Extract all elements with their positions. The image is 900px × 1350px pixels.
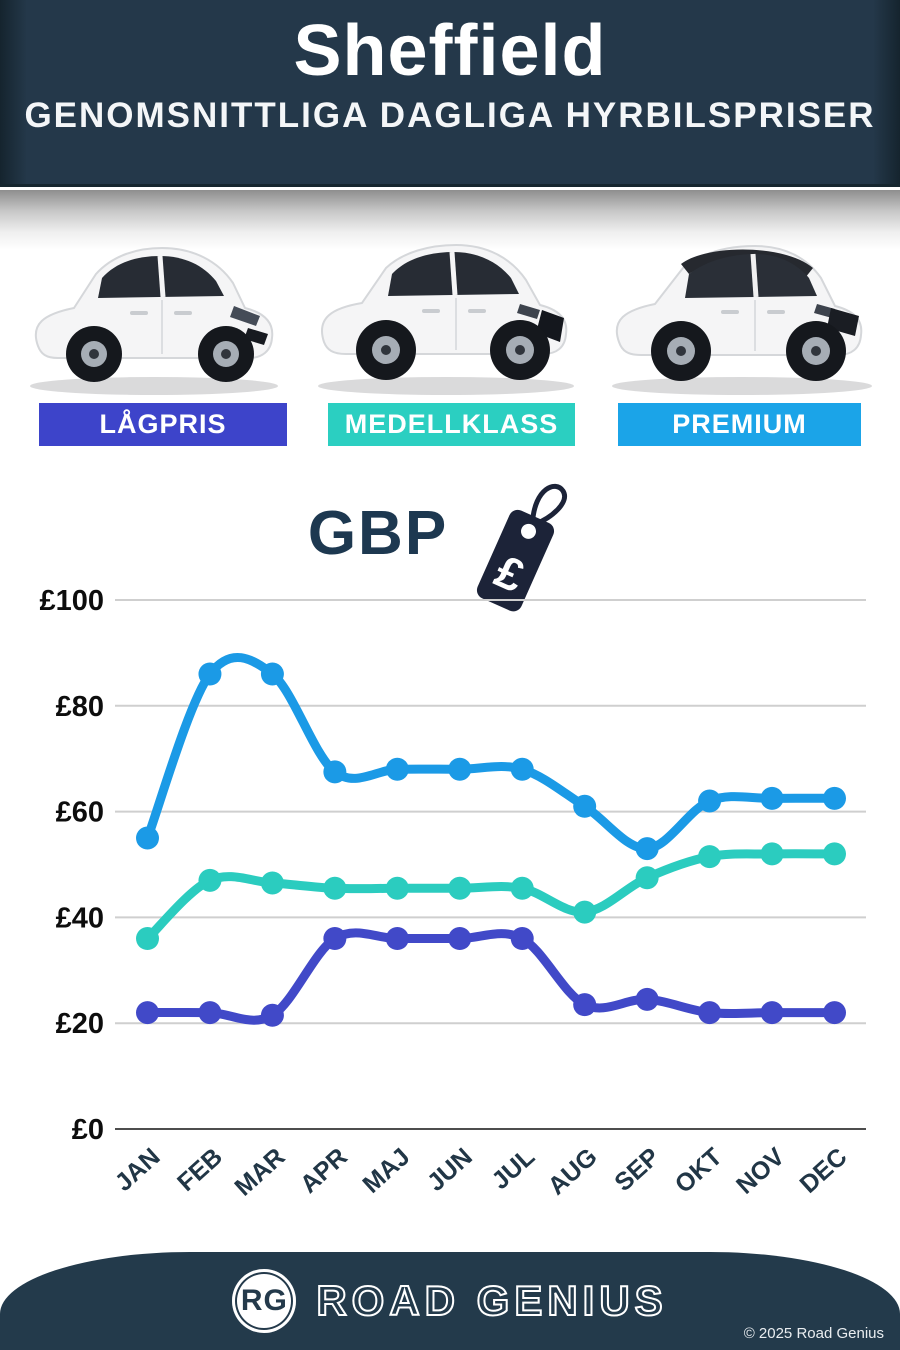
page-title: Sheffield	[293, 11, 607, 91]
data-point-medellklass	[510, 876, 534, 900]
month-label: MAJ	[357, 1143, 415, 1199]
month-label: JAN	[110, 1143, 166, 1197]
car-images-row	[0, 200, 900, 405]
data-point-medellklass	[760, 842, 784, 866]
series-line-medellklass	[143, 849, 839, 944]
currency-label: GBP	[307, 499, 449, 568]
month-label: APR	[295, 1143, 353, 1199]
y-axis-label: £80	[56, 691, 104, 723]
data-point-lgpris	[385, 927, 409, 951]
data-point-lgpris	[510, 927, 534, 951]
data-point-lgpris	[323, 927, 347, 951]
data-point-premium	[510, 757, 534, 781]
header-shadow-band	[0, 190, 900, 250]
data-point-premium	[573, 794, 597, 818]
brand-name: ROAD GENIUS	[315, 1276, 668, 1325]
data-point-lgpris	[823, 1001, 846, 1025]
data-point-lgpris	[448, 927, 472, 951]
data-point-premium	[323, 760, 347, 784]
y-axis-label: £40	[56, 902, 104, 934]
series-line-premium	[143, 653, 839, 854]
series-line-lgpris	[143, 928, 839, 1025]
logo-initials: RG	[240, 1284, 288, 1317]
copyright-text: © 2025 Road Genius	[743, 1325, 884, 1342]
road-genius-logo: RG	[232, 1269, 297, 1333]
month-label: OKT	[670, 1143, 728, 1199]
currency-section: GBP £	[0, 466, 900, 616]
midsize-car-image	[318, 243, 574, 395]
month-label: FEB	[172, 1143, 228, 1197]
y-axis-label: £20	[56, 1008, 104, 1040]
data-point-premium	[635, 837, 659, 861]
data-point-premium	[698, 789, 722, 813]
category-label-lagpris-text: LÅGPRIS	[99, 409, 227, 439]
y-axis-label: £0	[72, 1114, 104, 1146]
price-tag-icon: £	[477, 484, 568, 612]
data-point-premium	[136, 826, 159, 850]
data-point-premium	[760, 786, 784, 810]
subtitle: GENOMSNITTLIGA DAGLIGA HYRBILSPRISER	[24, 95, 876, 135]
premium-car-image	[612, 244, 872, 395]
data-point-medellklass	[260, 871, 284, 895]
footer: RG ROAD GENIUS © 2025 Road Genius	[0, 1252, 900, 1350]
y-axis-label: £100	[39, 585, 104, 617]
data-point-medellklass	[823, 842, 846, 866]
data-point-lgpris	[136, 1001, 159, 1025]
category-label-medellklass-text: MEDELLKLASS	[344, 409, 559, 439]
data-point-lgpris	[760, 1001, 784, 1025]
month-label: MAR	[229, 1143, 290, 1202]
category-label-medellklass: MEDELLKLASS	[328, 403, 575, 446]
data-point-premium	[385, 757, 409, 781]
month-label: AUG	[543, 1143, 603, 1201]
data-point-lgpris	[573, 993, 597, 1017]
data-point-lgpris	[635, 987, 659, 1011]
y-axis-label: £60	[56, 797, 104, 829]
month-label: JUN	[422, 1143, 478, 1197]
data-point-medellklass	[385, 876, 409, 900]
data-point-premium	[260, 662, 284, 686]
month-label: DEC	[795, 1143, 853, 1199]
data-point-premium	[823, 786, 846, 810]
data-point-medellklass	[698, 845, 722, 869]
category-label-premium-text: PREMIUM	[672, 409, 807, 439]
category-label-premium: PREMIUM	[618, 403, 861, 446]
data-point-lgpris	[698, 1001, 722, 1025]
month-label: JUL	[486, 1143, 540, 1195]
month-label: SEP	[609, 1143, 665, 1197]
month-label: NOV	[731, 1142, 790, 1199]
header: Sheffield GENOMSNITTLIGA DAGLIGA HYRBILS…	[0, 0, 900, 187]
data-point-medellklass	[635, 866, 659, 890]
data-point-medellklass	[448, 876, 472, 900]
data-point-medellklass	[198, 868, 222, 892]
data-point-lgpris	[260, 1003, 284, 1027]
data-point-lgpris	[198, 1001, 222, 1025]
price-line-chart: £0 £20 £40 £60 £80 £100 JAN FEB MAR APR MAJ JUN JUL A…	[39, 585, 866, 1202]
category-label-lagpris: LÅGPRIS	[39, 403, 287, 446]
data-point-medellklass	[136, 927, 159, 951]
data-point-premium	[448, 757, 472, 781]
data-point-medellklass	[323, 876, 347, 900]
data-point-premium	[198, 662, 222, 686]
data-point-medellklass	[573, 900, 597, 924]
budget-car-image	[30, 246, 278, 395]
